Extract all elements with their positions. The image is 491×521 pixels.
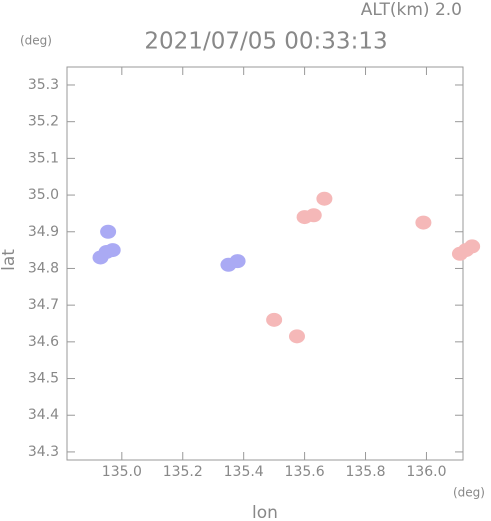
echo-blob	[100, 224, 117, 239]
x-unit: (deg)	[453, 486, 485, 500]
y-tick-label: 34.3	[28, 444, 59, 460]
echo-blob	[316, 191, 333, 206]
y-tick-label: 35.0	[28, 187, 59, 203]
y-tick-label: 34.8	[28, 260, 59, 276]
echo-blob	[104, 243, 121, 258]
y-axis-label: lat	[0, 249, 19, 271]
echo-blob	[266, 312, 283, 327]
x-tick-label: 135.8	[345, 464, 385, 480]
y-tick-label: 35.3	[28, 77, 59, 93]
x-axis-label: lon	[252, 503, 278, 521]
echo-blob	[415, 215, 432, 230]
y-tick-label: 34.9	[28, 224, 59, 240]
x-tick-label: 135.6	[285, 464, 325, 480]
y-tick-label: 35.1	[28, 150, 59, 166]
x-tick-label: 135.2	[163, 464, 203, 480]
y-unit: (deg)	[20, 34, 52, 48]
altitude-label: ALT(km) 2.0	[361, 0, 462, 20]
echo-blob	[305, 208, 322, 223]
y-tick-label: 34.6	[28, 334, 59, 350]
x-tick-label: 136.0	[406, 464, 446, 480]
y-tick-label: 34.5	[28, 371, 59, 387]
y-tick-label: 34.7	[28, 297, 59, 313]
echo-blob	[220, 257, 237, 272]
chart-title: 2021/07/05 00:33:13	[144, 29, 387, 55]
echo-blob	[464, 239, 481, 254]
x-tick-label: 135.4	[224, 464, 264, 480]
x-tick-label: 135.0	[102, 464, 142, 480]
y-tick-label: 35.2	[28, 114, 59, 130]
plot-frame	[66, 66, 464, 461]
y-tick-label: 34.4	[28, 407, 59, 423]
echo-blob	[288, 329, 305, 344]
